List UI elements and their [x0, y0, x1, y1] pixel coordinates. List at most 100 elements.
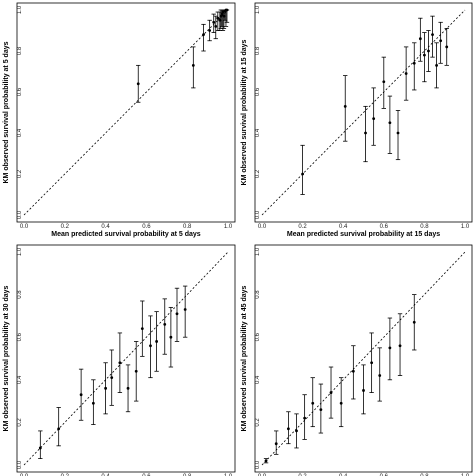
x-tick-label: 0.2 [298, 474, 307, 476]
data-point [191, 63, 195, 67]
x-tick-label: 0.0 [258, 474, 267, 476]
data-point [435, 63, 438, 67]
y-tick-label: 0.6 [17, 332, 23, 341]
y-axis-label: KM observed survival probability at 5 da… [3, 41, 10, 183]
plot-frame [16, 244, 236, 473]
plot-frame [254, 244, 473, 473]
y-tick-label: 0.2 [255, 418, 261, 427]
x-tick-label: 0.2 [298, 224, 307, 230]
chart-panel-4: 0.00.20.40.60.81.00.00.20.40.60.81.0Mean… [241, 244, 473, 476]
x-tick-label: 1.0 [461, 224, 470, 230]
data-point [225, 8, 229, 12]
y-tick-label: 0.2 [255, 169, 261, 178]
y-axis-label: KM observed survival probability at 15 d… [241, 39, 248, 185]
x-tick-label: 0.6 [142, 474, 151, 476]
data-point [364, 131, 367, 135]
y-tick-label: 0.0 [17, 210, 23, 219]
data-point [163, 323, 167, 326]
data-point [212, 20, 216, 24]
data-point [372, 117, 376, 121]
data-point [91, 401, 95, 405]
data-point [370, 361, 374, 365]
data-point [301, 172, 304, 176]
data-point [110, 376, 114, 380]
data-point [329, 391, 333, 394]
data-point [378, 374, 382, 377]
reference-diagonal [261, 9, 466, 216]
chart-panel-1: 0.0 0.2 0.4 0.6 0.8 1.0 0.0 0.2 0.4 0.6 0.8 1.0 Mean… [3, 2, 236, 238]
data-point [339, 401, 343, 405]
y-axis-label: KM observed survival probability at 30 d… [3, 285, 10, 431]
data-point [423, 53, 426, 57]
data-point [264, 459, 268, 463]
y-tick-label: 0.6 [17, 87, 23, 96]
data-point [295, 429, 298, 433]
plot-frame [16, 2, 236, 223]
y-tick-label: 0.4 [17, 128, 23, 137]
x-tick-label: 0.6 [380, 224, 389, 230]
x-tick-label: 1.0 [224, 224, 233, 230]
x-axis-label: Mean predicted survival probability at 1… [287, 231, 440, 238]
data-point [351, 369, 355, 373]
x-tick-label: 0.4 [101, 224, 110, 230]
y-tick-label: 0.8 [255, 290, 261, 299]
data-point [216, 16, 220, 20]
y-tick-label: 0.2 [17, 418, 23, 427]
y-tick-label: 0.8 [255, 46, 261, 55]
y-tick-label: 0.4 [17, 375, 23, 384]
y-tick-label: 0.4 [255, 375, 261, 384]
x-tick-label: 0.8 [183, 224, 192, 230]
data-point [57, 427, 61, 431]
data-point [104, 386, 107, 390]
y-tick-label: 0.4 [255, 128, 261, 137]
y-tick-label: 0.0 [255, 460, 261, 469]
data-point [136, 82, 140, 86]
data-point [286, 427, 290, 431]
y-tick-label: 1.0 [17, 5, 23, 14]
data-point [208, 29, 212, 32]
data-point [439, 39, 443, 43]
data-point [412, 61, 416, 65]
x-tick-label: 1.0 [224, 474, 233, 476]
data-point [214, 25, 218, 28]
data-point [149, 344, 152, 348]
data-point [388, 346, 392, 350]
data-point [126, 386, 130, 390]
data-point [311, 401, 315, 405]
reference-diagonal [23, 9, 229, 216]
y-tick-label: 1.0 [255, 247, 261, 256]
data-point [445, 45, 449, 49]
data-point [362, 389, 365, 392]
plot-frame [254, 2, 473, 223]
x-tick-label: 1.0 [461, 474, 470, 476]
chart-panel-2: 0.0 0.2 0.4 0.6 0.8 1.0 0.0 0.2 0.4 0.6 0.8 1.0 Mean… [241, 2, 473, 238]
data-point [431, 33, 434, 36]
y-tick-label: 1.0 [17, 247, 23, 256]
data-point [79, 393, 83, 397]
x-tick-label: 0.6 [380, 474, 389, 476]
data-point [382, 80, 386, 84]
x-tick-label: 0.0 [20, 224, 29, 230]
x-axis-label: Mean predicted survival probability at 5… [51, 231, 200, 238]
y-tick-label: 0.6 [255, 87, 261, 96]
x-tick-label: 0.8 [183, 474, 192, 476]
data-point [274, 442, 278, 446]
data-point [38, 446, 42, 450]
data-point [175, 312, 179, 316]
y-tick-label: 0.8 [17, 290, 23, 299]
x-tick-label: 0.2 [61, 474, 70, 476]
x-tick-label: 0.4 [101, 474, 110, 476]
data-point [169, 335, 173, 339]
x-tick-label: 0.0 [258, 224, 267, 230]
x-tick-label: 0.8 [420, 474, 429, 476]
reference-diagonal [261, 251, 466, 466]
y-tick-label: 0.2 [17, 169, 23, 178]
data-point [319, 408, 323, 412]
data-point [398, 344, 402, 348]
data-point [155, 340, 159, 343]
y-tick-label: 0.6 [255, 332, 261, 341]
data-point [303, 416, 307, 420]
data-point [388, 121, 392, 125]
data-point [343, 104, 347, 108]
